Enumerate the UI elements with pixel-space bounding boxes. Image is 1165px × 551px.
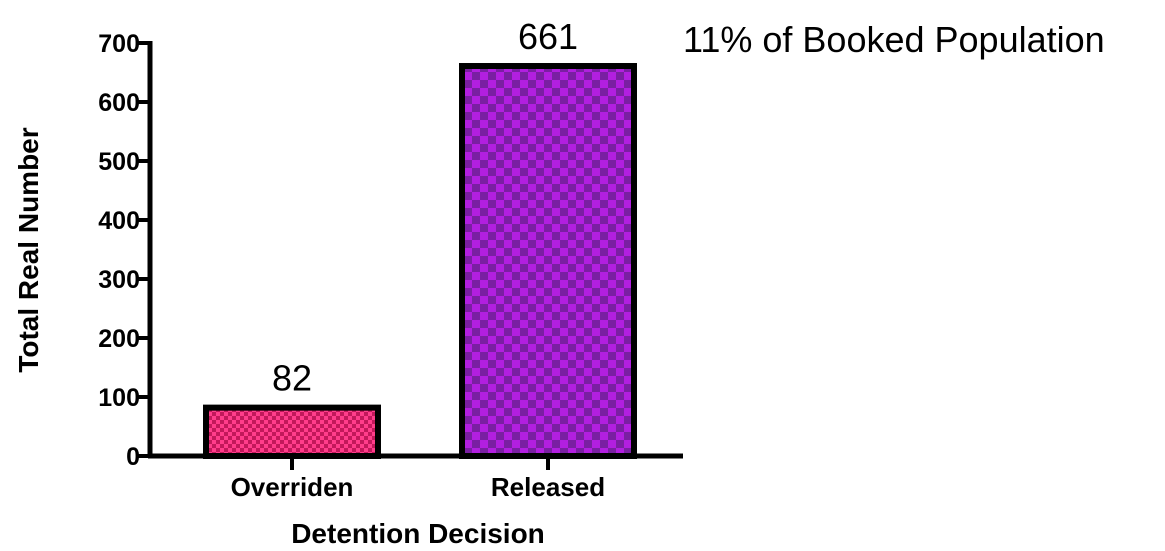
data-label-released: 661 — [518, 16, 578, 57]
y-tick-label: 200 — [98, 325, 140, 353]
y-tick-label: 400 — [98, 207, 140, 235]
annotation-text: 11% of Booked Population — [683, 19, 1105, 60]
x-tick-label-overriden: Overriden — [231, 472, 354, 502]
y-tick-label: 700 — [98, 30, 140, 58]
axes-layer — [138, 41, 683, 470]
y-axis-label: Total Real Number — [13, 127, 44, 372]
y-tick-label: 600 — [98, 89, 140, 117]
data-label-overriden: 82 — [272, 358, 312, 399]
y-tick-label: 500 — [98, 148, 140, 176]
y-tick-label: 300 — [98, 266, 140, 294]
bar-overriden — [203, 404, 381, 459]
labels-layer: 82 Overriden 661 Released 0 100 200 300 400 500 60… — [98, 16, 605, 502]
bars-layer — [203, 63, 637, 459]
y-tick-label: 0 — [126, 443, 140, 471]
x-tick-label-released: Released — [491, 472, 605, 502]
x-axis-label: Detention Decision — [291, 518, 545, 549]
y-tick-label: 100 — [98, 384, 140, 412]
bar-released — [459, 63, 637, 459]
